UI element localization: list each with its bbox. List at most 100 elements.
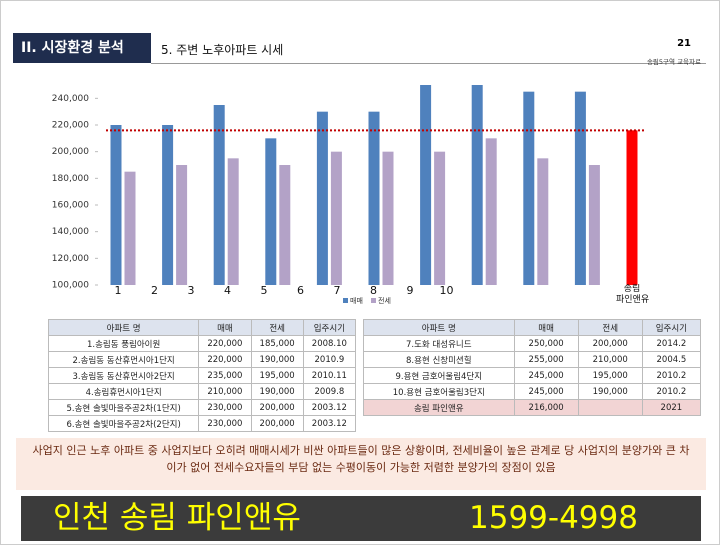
cell: 190,000 bbox=[577, 383, 643, 400]
cell: 200,000 bbox=[577, 335, 643, 352]
cell: 9.용현 금호어울림4단지 bbox=[363, 367, 515, 384]
cell: 2003.12 bbox=[302, 415, 357, 432]
cell: 250,000 bbox=[513, 335, 579, 352]
cell: 2010.2 bbox=[641, 383, 702, 400]
cell: 1.송림동 풍림아이원 bbox=[47, 335, 200, 352]
cell: 2010.11 bbox=[302, 367, 357, 384]
source: 송림5구역 교육자료 bbox=[646, 58, 701, 66]
legend-label: 매매 bbox=[350, 297, 363, 305]
x-tick-label: 송림 파인앤유 bbox=[616, 284, 650, 305]
page-number: 21 bbox=[677, 38, 691, 49]
bar bbox=[434, 151, 446, 285]
bar bbox=[124, 171, 136, 285]
cell: 230,000 bbox=[198, 415, 252, 432]
y-tick-label: 100,000 bbox=[52, 281, 89, 291]
cell: 6.송현 솔빛마을주공2차(2단지) bbox=[47, 415, 200, 432]
header-cell: 매매 bbox=[198, 319, 252, 336]
y-tick-label: 120,000 bbox=[52, 254, 89, 264]
cell: 235,000 bbox=[198, 367, 252, 384]
cell: 200,000 bbox=[250, 399, 304, 416]
cell: 2009.8 bbox=[302, 383, 357, 400]
bar bbox=[626, 130, 638, 285]
header-cell: 아파트 명 bbox=[363, 319, 515, 336]
cell: 210,000 bbox=[577, 351, 643, 368]
header-rule bbox=[151, 63, 706, 64]
note: 사업지 인근 노후 아파트 중 사업지보다 오히려 매매시세가 비싼 아파트들이… bbox=[16, 438, 706, 490]
cell: 2021 bbox=[641, 399, 702, 416]
bar bbox=[471, 85, 483, 285]
bar bbox=[110, 125, 122, 285]
bar bbox=[176, 165, 188, 285]
cell: 245,000 bbox=[513, 383, 579, 400]
cell: 2010.9 bbox=[302, 351, 357, 368]
x-tick-label: 1 bbox=[115, 284, 122, 297]
banner-phone: 1599-4998 bbox=[469, 500, 638, 536]
bar bbox=[279, 165, 291, 285]
cell: 220,000 bbox=[198, 335, 252, 352]
cell bbox=[577, 399, 643, 416]
legend-swatch bbox=[371, 298, 376, 303]
x-tick-label: 10 bbox=[440, 284, 454, 297]
x-tick-label: 9 bbox=[407, 284, 414, 297]
cell: 195,000 bbox=[250, 367, 304, 384]
header-cell: 입주시기 bbox=[302, 319, 357, 336]
x-tick-label: 4 bbox=[224, 284, 231, 297]
bar bbox=[330, 151, 342, 285]
x-tick-label: 5 bbox=[261, 284, 268, 297]
cell: 190,000 bbox=[250, 351, 304, 368]
bar bbox=[574, 91, 586, 286]
bar bbox=[316, 111, 328, 286]
cell: 5.송현 솔빛마을주공2차(1단지) bbox=[47, 399, 200, 416]
cell: 210,000 bbox=[198, 383, 252, 400]
cell: 190,000 bbox=[250, 383, 304, 400]
bar bbox=[227, 158, 239, 285]
bar bbox=[420, 85, 432, 285]
bar bbox=[537, 158, 549, 285]
x-tick-label: 7 bbox=[334, 284, 341, 297]
header-cell: 전세 bbox=[577, 319, 643, 336]
cell: 10.용현 금호어울림3단지 bbox=[363, 383, 515, 400]
section-title: II. 시장환경 분석 bbox=[13, 33, 151, 63]
cell: 185,000 bbox=[250, 335, 304, 352]
cell: 송림 파인앤유 bbox=[363, 399, 515, 416]
x-tick-label: 8 bbox=[370, 284, 377, 297]
header-cell: 입주시기 bbox=[641, 319, 702, 336]
y-tick-label: 240,000 bbox=[52, 94, 89, 104]
cell: 255,000 bbox=[513, 351, 579, 368]
cell: 4.송림휴먼시아1단지 bbox=[47, 383, 200, 400]
bar bbox=[368, 111, 380, 286]
cell: 245,000 bbox=[513, 367, 579, 384]
header-cell: 전세 bbox=[250, 319, 304, 336]
cell: 2.송림동 동산휴먼시아1단지 bbox=[47, 351, 200, 368]
cell: 7.도화 대성유니드 bbox=[363, 335, 515, 352]
y-tick-label: 140,000 bbox=[52, 227, 89, 237]
bar bbox=[588, 165, 600, 285]
y-tick-label: 180,000 bbox=[52, 174, 89, 184]
cell: 2004.5 bbox=[641, 351, 702, 368]
banner: 인천 송림 파인앤유 1599-4998 bbox=[21, 496, 701, 541]
chart: 100,000 120,000 140,000 160,000 180,000 200,0… bbox=[52, 85, 650, 305]
x-tick-label: 6 bbox=[297, 284, 304, 297]
legend-swatch bbox=[343, 298, 348, 303]
x-tick-label: 3 bbox=[188, 284, 195, 297]
y-tick-label: 220,000 bbox=[52, 121, 89, 131]
y-tick-label: 160,000 bbox=[52, 201, 89, 211]
bar bbox=[213, 105, 225, 285]
header-cell: 아파트 명 bbox=[47, 319, 200, 336]
y-tick-label: 200,000 bbox=[52, 147, 89, 157]
cell: 195,000 bbox=[577, 367, 643, 384]
x-tick-label-box: 송림 파인앤유 bbox=[616, 284, 650, 305]
bar bbox=[382, 151, 394, 285]
table-right: 아파트 명 매매 전세 입주시기 7.도화 대성유니드 250,000 200,000 201… bbox=[363, 319, 702, 416]
cell: 2008.10 bbox=[302, 335, 357, 352]
header-cell: 매매 bbox=[513, 319, 579, 336]
bar bbox=[265, 138, 277, 285]
cell: 8.용현 신창미션힐 bbox=[363, 351, 515, 368]
cell: 220,000 bbox=[198, 351, 252, 368]
bar bbox=[162, 125, 174, 285]
bar bbox=[523, 91, 535, 286]
cell: 216,000 bbox=[513, 399, 579, 416]
cell: 230,000 bbox=[198, 399, 252, 416]
cell: 200,000 bbox=[250, 415, 304, 432]
